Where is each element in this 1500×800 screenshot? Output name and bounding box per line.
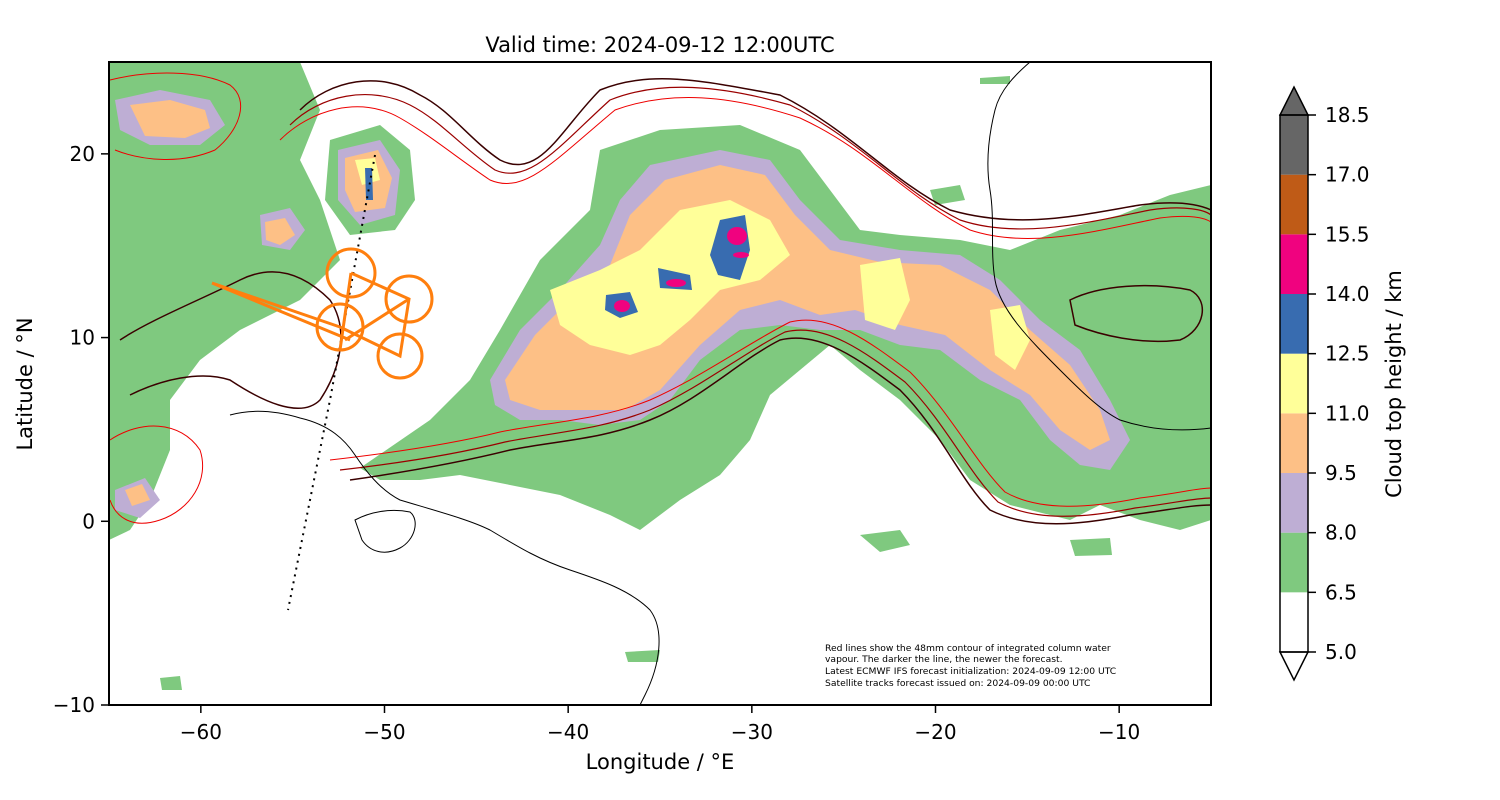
iwv-contour-east-loop (1069, 284, 1204, 343)
colorbar-tick-label: 17.0 (1325, 163, 1370, 187)
y-axis-label: Latitude / °N (13, 317, 37, 450)
colorbar-segment (1280, 294, 1308, 354)
iwv-contour-newest-south (349, 337, 1211, 525)
cloud-layer-9-5km-west (130, 100, 210, 138)
iwv-contour-oldest-north (279, 97, 1211, 239)
colorbar-segment (1280, 592, 1308, 652)
flight-legs (211, 271, 411, 359)
colorbar-segment (1280, 532, 1308, 593)
flight-circle-south (376, 332, 424, 380)
colorbar-tick-label: 9.5 (1325, 461, 1357, 485)
colorbar: 5.0 6.5 8.0 9.5 11.0 12.5 14.0 15.5 17.0 18.5 (1278, 85, 1370, 682)
cloud-cell-south-d (160, 676, 182, 690)
x-tick-label: −10 (1098, 720, 1140, 744)
cloud-band-main (360, 125, 1211, 530)
cloud-cell-e (930, 185, 965, 205)
colorbar-segment (1280, 413, 1308, 473)
map-area: Red lines show the 48mm contour of integ… (109, 62, 1211, 705)
colorbar-segment (1280, 473, 1308, 533)
cloud-layer-9-5km-nw (265, 218, 295, 245)
colorbar-tick-label: 12.5 (1325, 342, 1370, 366)
iwv-contour-newest-north (299, 78, 1211, 221)
cloud-cell-south-c (625, 650, 660, 662)
colorbar-segment (1280, 174, 1308, 235)
colorbar-tick-label: 14.0 (1325, 282, 1370, 306)
cloud-core-14km-b (614, 300, 630, 312)
cloud-core-14km-c (666, 279, 686, 287)
colorbar-extend-max (1278, 85, 1310, 116)
x-tick-label: −20 (914, 720, 956, 744)
flight-circle-east (384, 274, 434, 324)
cloud-band-west (109, 62, 340, 540)
x-axis: −60 −50 −40 −30 −20 −10 (180, 705, 1140, 744)
iwv-contour-mid-north (289, 86, 1211, 230)
y-tick-label: 10 (70, 326, 95, 350)
cloud-cell-south-a (860, 530, 910, 552)
cloud-layer-11km-c (990, 305, 1030, 370)
x-tick-label: −60 (180, 720, 222, 744)
x-axis-label: Longitude / °E (586, 750, 735, 774)
coastline-south-america (229, 410, 660, 705)
map-title: Valid time: 2024-09-12 12:00UTC (485, 33, 834, 57)
note-line-1: Red lines show the 48mm contour of integ… (825, 643, 1111, 654)
colorbar-tick-label: 8.0 (1325, 521, 1357, 545)
colorbar-tick-label: 5.0 (1325, 640, 1357, 664)
coastline-africa (987, 62, 1211, 431)
x-tick-label: −30 (731, 720, 773, 744)
coastline-caribbean-islands (354, 509, 416, 553)
flight-circle-north (325, 247, 377, 299)
colorbar-tick-label: 11.0 (1325, 401, 1370, 425)
iwv-contour-nw-loop (109, 72, 242, 160)
colorbar-frame (1279, 114, 1309, 653)
cloud-layer-11km-b (860, 258, 910, 330)
cloud-top-height-field (109, 62, 1211, 690)
x-tick-label: −40 (547, 720, 589, 744)
colorbar-segment (1280, 234, 1308, 294)
colorbar-tick-label: 15.5 (1325, 222, 1370, 246)
iwv-contours (109, 72, 1211, 525)
y-tick-label: −10 (53, 693, 95, 717)
note-line-4: Satellite tracks forecast issued on: 202… (825, 678, 1090, 689)
x-tick-label: −50 (363, 720, 405, 744)
iwv-contour-oldest-south (329, 319, 1211, 507)
y-tick-label: 0 (82, 509, 95, 533)
cloud-layer-9-5km-sw (125, 484, 150, 506)
iwv-contour-sw-loop (109, 425, 204, 524)
colorbar-extend-min (1278, 651, 1310, 682)
note-line-2: vapour. The darker the line, the newer t… (825, 654, 1063, 665)
colorbar-tick-label: 18.5 (1325, 103, 1370, 127)
colorbar-tick-label: 6.5 (1325, 580, 1357, 604)
y-axis: −10 0 10 20 (53, 142, 109, 717)
flight-track (211, 247, 434, 380)
map-frame (108, 61, 1212, 706)
iwv-contour-mid-south (339, 329, 1211, 517)
cloud-cell-ne (980, 76, 1010, 84)
colorbar-label: Cloud top height / km (1382, 270, 1406, 498)
note-line-3: Latest ECMWF IFS forecast initialization… (825, 666, 1116, 677)
cloud-core-14km-d (733, 252, 749, 258)
coastlines (229, 62, 1211, 705)
cloud-core-14km-a (727, 227, 747, 245)
colorbar-segment (1280, 353, 1308, 414)
colorbar-segment (1280, 115, 1308, 175)
annotation-notes: Red lines show the 48mm contour of integ… (825, 643, 1116, 689)
y-tick-label: 20 (70, 142, 95, 166)
cloud-cell-south-b (1070, 538, 1112, 556)
